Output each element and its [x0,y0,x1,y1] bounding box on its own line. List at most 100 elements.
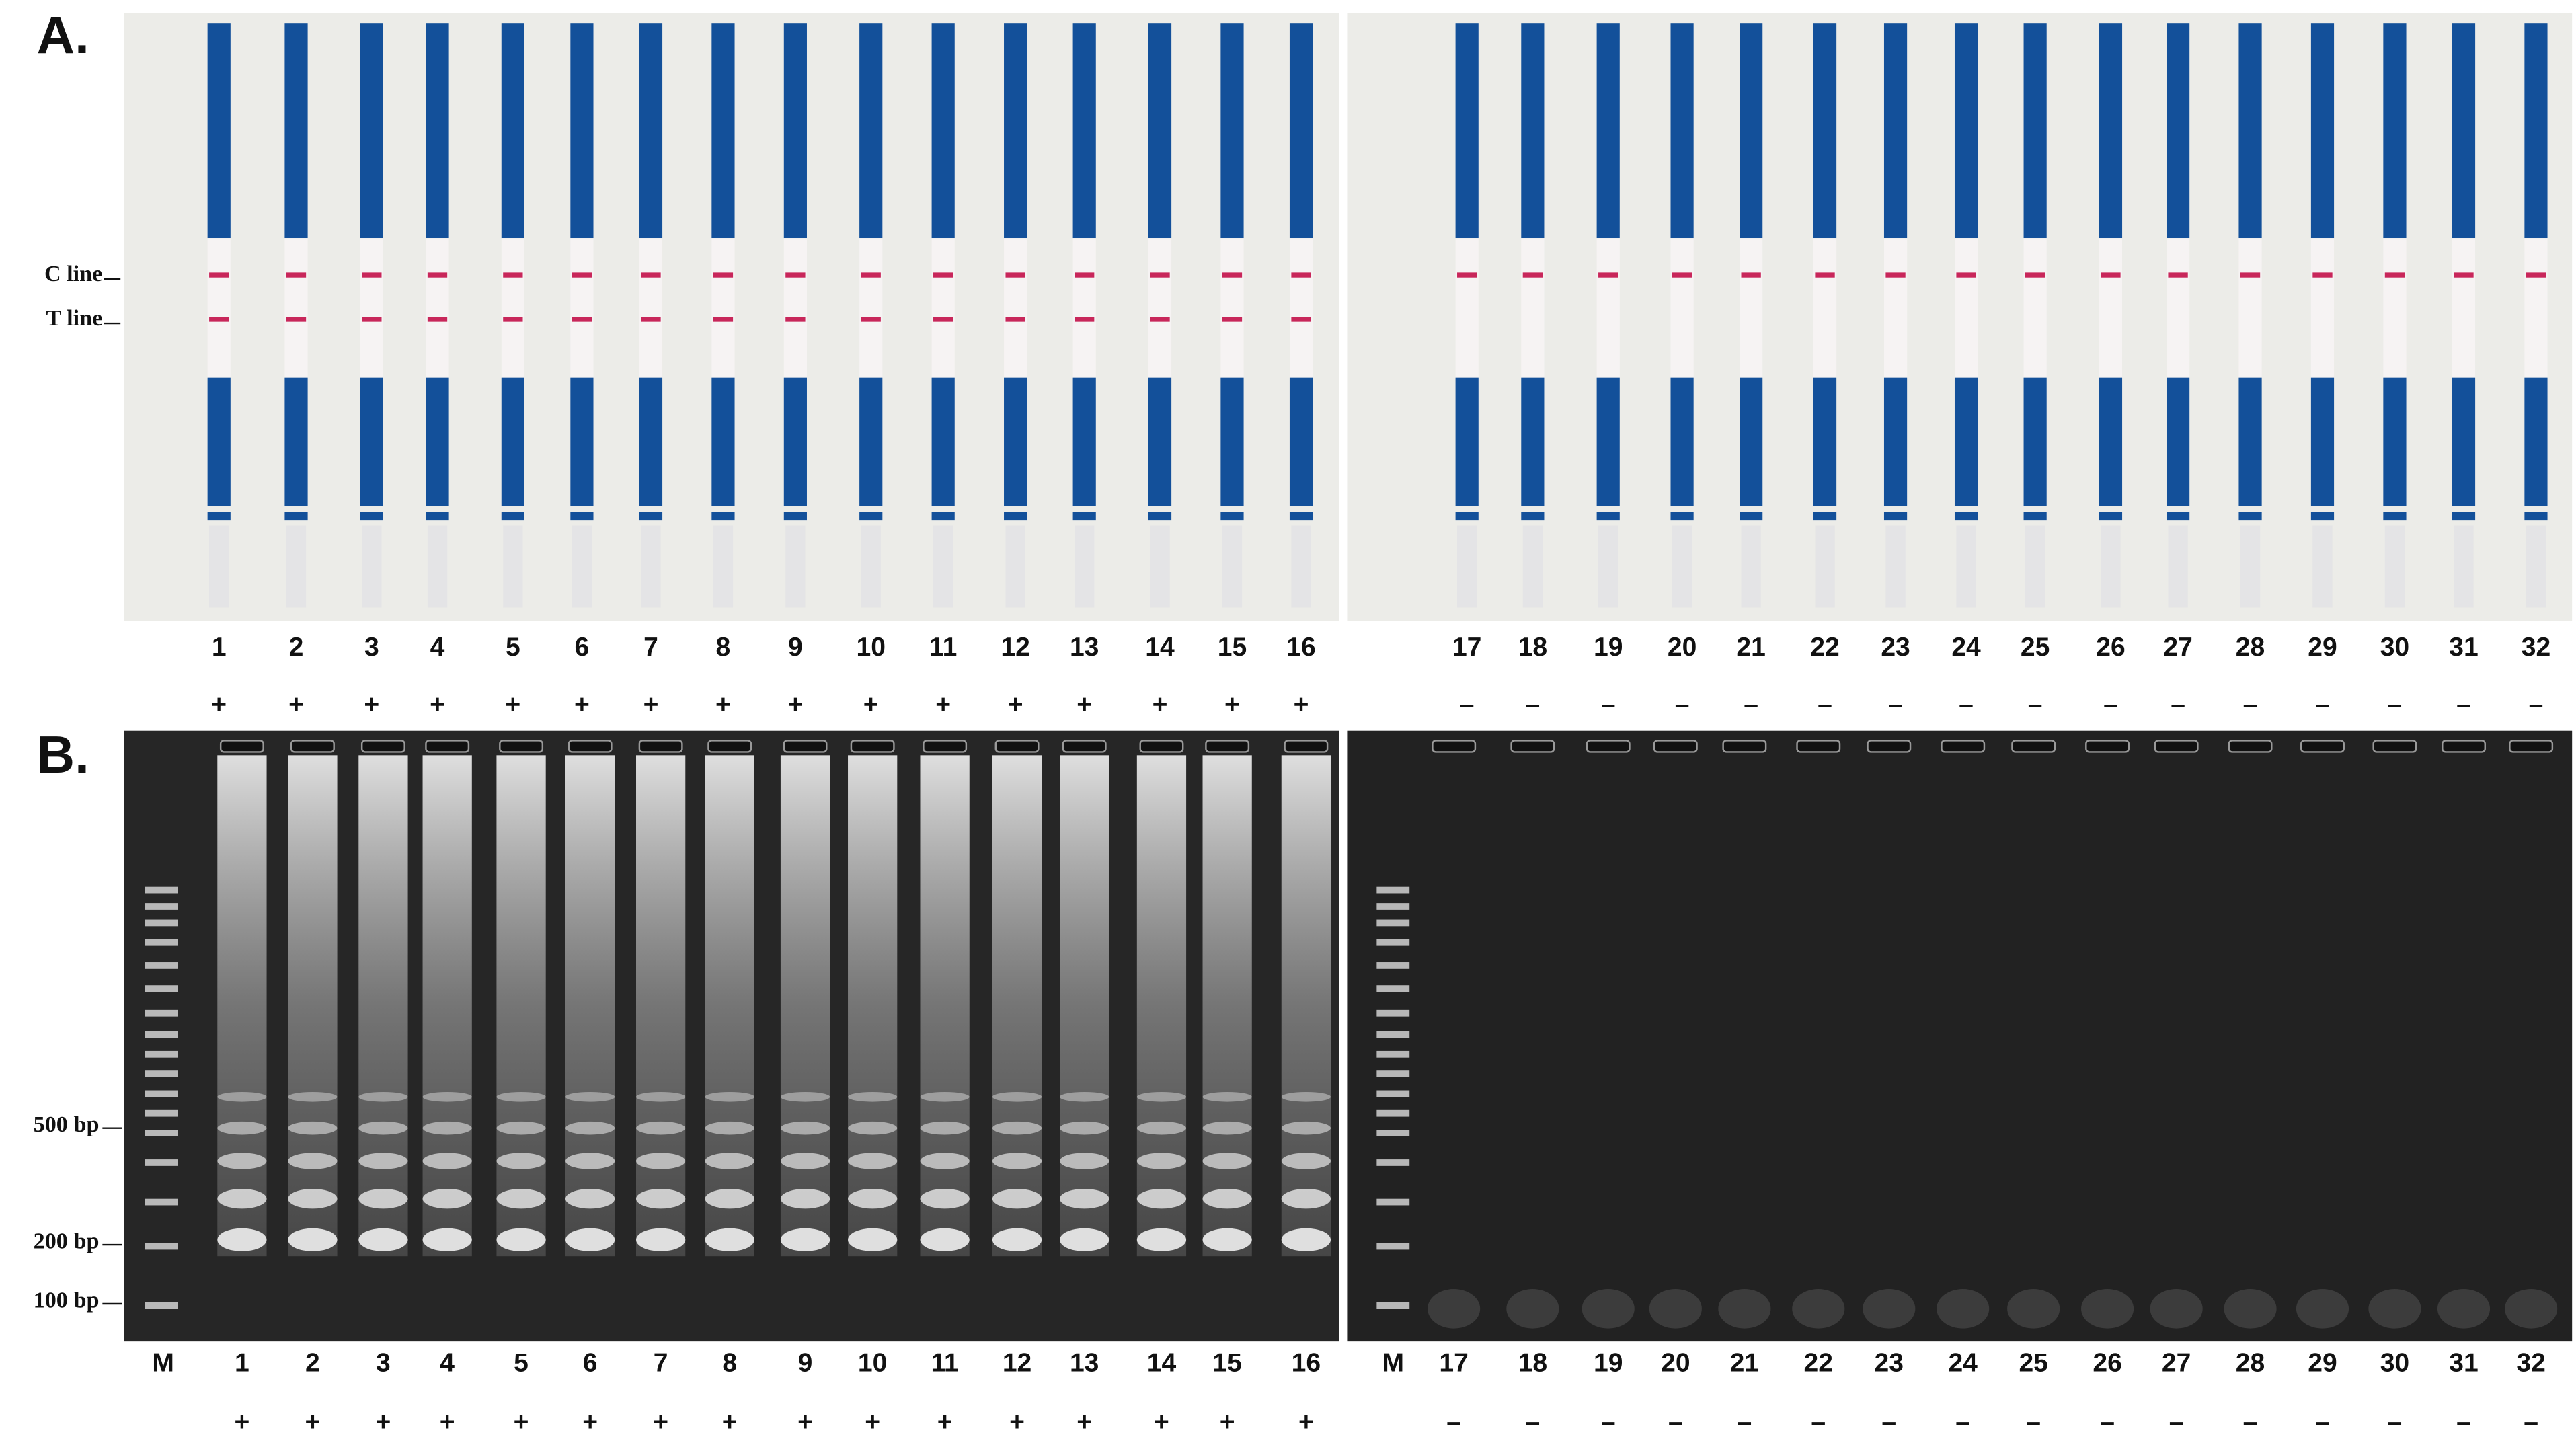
ladder-band [1376,919,1410,927]
band [288,1189,338,1209]
ladder-band [145,1302,178,1309]
marker-lane: M [1382,1349,1405,1378]
band [1202,1153,1252,1169]
strip-window [2524,238,2548,378]
band [288,1091,338,1102]
band [636,1091,686,1102]
strip-mark [931,512,955,521]
band [780,1153,830,1169]
ladder-band [145,962,178,969]
strip-window [1883,238,1908,378]
strip-top [1072,23,1096,239]
lane-number: 24 [1948,1349,1978,1378]
result-sign: – [1738,1408,1752,1437]
lane-number: 5 [506,633,520,662]
band [217,1121,267,1135]
band [1136,1189,1187,1209]
ladder-band [1376,1070,1410,1077]
strip-bottom [360,377,383,506]
strip-window [1072,238,1096,378]
ladder-band [145,886,178,894]
strip-bottom [2099,377,2123,506]
strip-pad [1741,525,1761,608]
c-band [861,272,881,278]
strip-top [1813,23,1837,239]
primer-glow [2007,1289,2060,1329]
strip-pad [2526,525,2546,608]
well [1062,740,1107,753]
strip-mark [859,512,883,521]
band [1281,1121,1331,1135]
band [848,1228,898,1251]
strip-window [1521,238,1545,378]
lane-number: 20 [1668,633,1696,662]
band [920,1153,970,1169]
strip-pad [1956,525,1976,608]
primer-glow [1506,1289,1559,1329]
strip-mark [2383,512,2407,521]
strip-bottom [639,377,663,506]
lane-number: 29 [2308,1349,2337,1378]
band [1136,1091,1187,1102]
strip-pad [572,525,592,608]
band [992,1189,1042,1209]
strip-mark [2238,512,2262,521]
strip-pad [1457,525,1477,608]
strip-top [284,23,308,239]
band [1202,1189,1252,1209]
strip-window [2238,238,2262,378]
result-sign: – [2456,690,2471,719]
result-sign: – [2388,1408,2403,1437]
smear [217,755,267,1257]
smear [565,755,615,1257]
lane-number: 18 [1518,633,1547,662]
strip-bottom [570,377,594,506]
c-band [1457,272,1477,278]
lane-number: 10 [858,1349,887,1378]
strip-mark [501,512,524,521]
strip-top [1004,23,1027,239]
primer-glow [2437,1289,2491,1329]
strip-top [1596,23,1620,239]
well [568,740,613,753]
strip-bottom [1596,377,1620,506]
strip-window [570,238,594,378]
lane-number: 13 [1070,633,1099,662]
well [1586,740,1631,753]
lane-number: 11 [931,1349,958,1378]
band [636,1189,686,1209]
primer-glow [1649,1289,1702,1329]
band [358,1091,408,1102]
primer-glow [2296,1289,2349,1329]
ladder-band [1376,1159,1410,1166]
c-band [713,272,734,278]
result-sign: – [2315,1408,2330,1437]
strip-window [1740,238,1763,378]
t-band [286,317,307,322]
strip-mark [570,512,594,521]
c-band [1598,272,1618,278]
strip-pad [641,525,661,608]
result-sign: + [1294,690,1309,719]
band [217,1228,267,1251]
strip-pad [1005,525,1025,608]
lane-number: 8 [716,633,731,662]
well [425,740,470,753]
strip-top [931,23,955,239]
t-band [1005,317,1025,322]
strip-top [859,23,883,239]
smear [1136,755,1187,1257]
lane-number: 23 [1881,633,1910,662]
lane-number: 1 [235,1349,249,1378]
strip-mark [2452,512,2476,521]
ladder-band [145,903,178,910]
lane-number: 10 [856,633,885,662]
strip-top [1148,23,1172,239]
band [422,1121,472,1135]
ladder-band [1376,1009,1410,1017]
strip-top [783,23,807,239]
smear [358,755,408,1257]
well [2154,740,2199,753]
lane-number: 26 [2096,633,2125,662]
band [496,1189,546,1209]
